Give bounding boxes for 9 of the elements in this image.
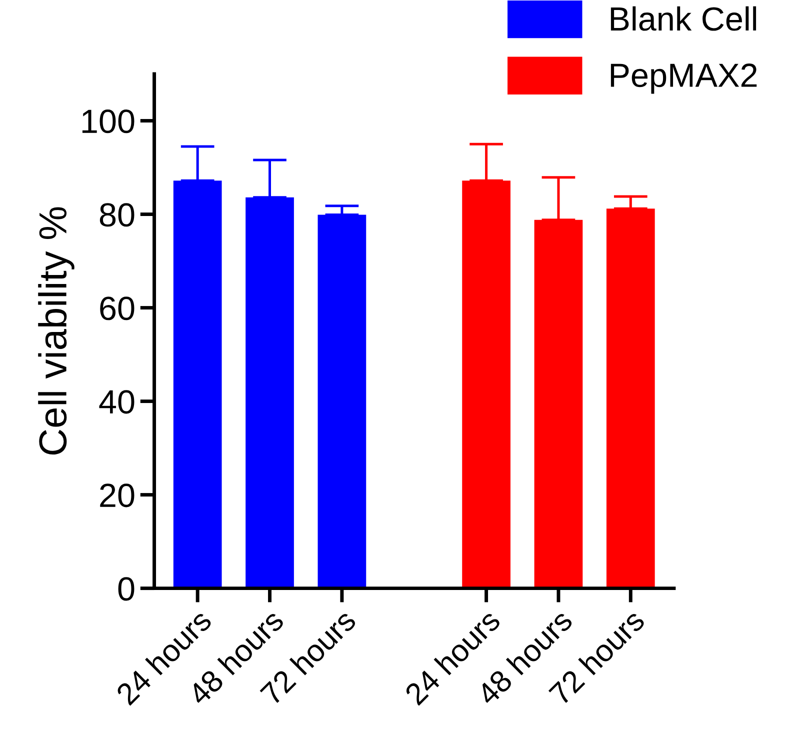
y-tick-label: 40 bbox=[99, 390, 134, 414]
y-tick-label: 60 bbox=[100, 296, 134, 320]
y-tick-label: 20 bbox=[100, 484, 134, 508]
legend-label: PepMAX2 bbox=[610, 64, 757, 94]
y-tick-label: 100 bbox=[82, 110, 134, 134]
y-tick-label: 0 bbox=[118, 577, 134, 601]
y-axis-title: Cell viability % bbox=[38, 207, 74, 455]
legend-label: Blank Cell bbox=[610, 6, 756, 31]
y-tick-label: 80 bbox=[100, 203, 134, 227]
